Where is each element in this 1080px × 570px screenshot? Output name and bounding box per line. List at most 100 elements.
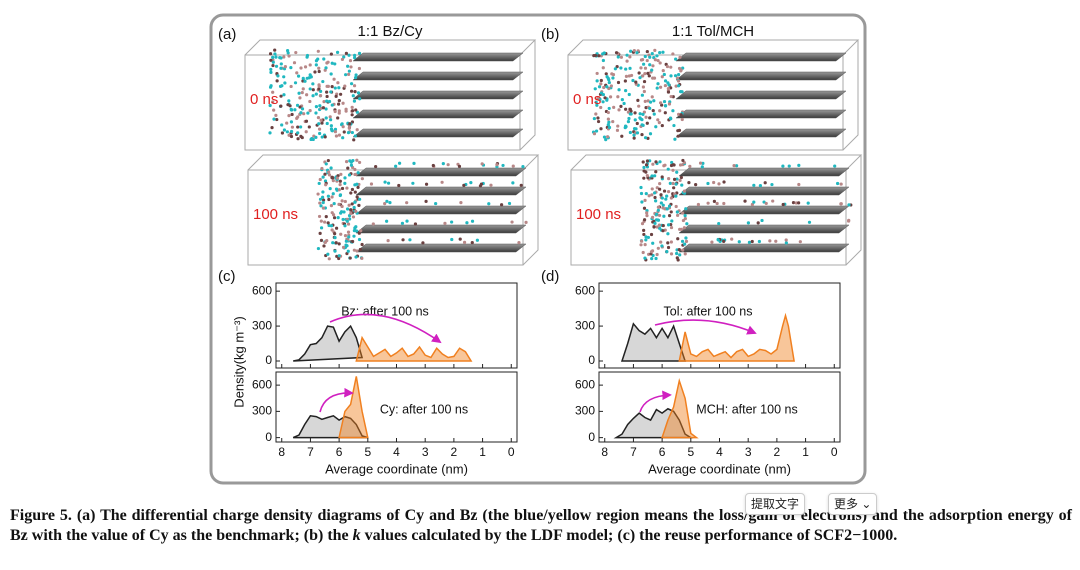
molecule-atom xyxy=(352,138,356,142)
molecule-atom xyxy=(279,62,283,66)
extract-text-button[interactable]: 提取文字 xyxy=(745,493,806,515)
molecule-atom xyxy=(675,210,679,214)
molecule-atom xyxy=(424,182,429,186)
molecule-atom xyxy=(332,77,336,81)
molecule-atom xyxy=(674,182,678,186)
molecule-atom xyxy=(342,130,346,134)
density-curve xyxy=(338,376,369,439)
x-axis-label: Average coordinate (nm) xyxy=(648,461,791,476)
molecule-atom xyxy=(458,237,462,241)
molecule-atom xyxy=(764,201,768,206)
y-tick-label: 300 xyxy=(252,318,272,332)
molecule-atom xyxy=(326,252,330,256)
x-tick-label: 6 xyxy=(659,445,666,459)
molecule-atom xyxy=(318,131,322,136)
x-tick-label: 5 xyxy=(687,445,694,459)
more-button[interactable]: 更多 ⌄ xyxy=(828,493,878,515)
molecule-atom xyxy=(734,164,739,168)
molecule-atom xyxy=(645,159,650,163)
molecule-atom xyxy=(317,127,322,131)
panel-label: (a) xyxy=(218,26,236,43)
molecule-atom xyxy=(701,161,705,166)
density-curve xyxy=(355,335,473,362)
molecule-atom xyxy=(345,207,350,211)
x-tick-label: 7 xyxy=(630,445,637,459)
molecule-atom xyxy=(635,121,639,126)
molecule-atom xyxy=(684,207,688,211)
molecule-atom xyxy=(334,94,338,98)
molecule-atom xyxy=(356,171,360,175)
molecule-atom xyxy=(747,240,752,244)
molecule-atom xyxy=(645,58,649,63)
panel-label: (b) xyxy=(541,26,559,43)
molecule-atom xyxy=(298,96,302,100)
molecule-atom xyxy=(336,216,340,220)
molecule-atom xyxy=(679,113,683,117)
molecule-atom xyxy=(334,226,339,230)
molecule-atom xyxy=(349,160,353,164)
molecule-atom xyxy=(601,92,605,97)
molecule-atom xyxy=(306,111,310,115)
molecule-atom xyxy=(771,199,775,203)
y-tick-label: 600 xyxy=(575,377,595,391)
molecule-atom xyxy=(619,104,623,108)
molecule-atom xyxy=(676,258,680,262)
molecule-atom xyxy=(301,76,305,80)
molecule-atom xyxy=(684,239,689,243)
md-snapshot: 0 ns xyxy=(244,39,537,151)
molecule-atom xyxy=(346,222,351,226)
molecule-atom xyxy=(341,125,345,129)
molecule-atom xyxy=(332,201,336,206)
molecule-atom xyxy=(605,98,609,102)
molecule-atom xyxy=(338,183,342,187)
molecule-atom xyxy=(337,188,341,192)
molecule-atom xyxy=(655,86,659,90)
x-tick-label: 0 xyxy=(508,445,515,459)
molecule-atom xyxy=(712,199,716,204)
molecule-atom xyxy=(329,90,333,94)
molecule-atom xyxy=(337,109,341,113)
molecule-atom xyxy=(275,79,279,83)
molecule-atom xyxy=(641,74,645,78)
molecule-atom xyxy=(667,83,671,87)
molecule-atom xyxy=(666,223,671,227)
molecule-atom xyxy=(343,181,347,185)
molecule-atom xyxy=(355,195,359,199)
molecule-atom xyxy=(434,201,438,206)
molecule-atom xyxy=(386,239,390,243)
molecule-atom xyxy=(644,238,648,242)
molecule-atom xyxy=(643,136,648,140)
molecule-atom xyxy=(411,181,415,185)
molecule-atom xyxy=(638,116,642,120)
molecule-atom xyxy=(324,116,328,120)
molecule-atom xyxy=(325,121,329,126)
molecule-atom xyxy=(354,255,358,259)
molecule-atom xyxy=(602,135,607,139)
molecule-atom xyxy=(346,131,351,135)
molecule-atom xyxy=(650,193,654,197)
molecule-atom xyxy=(341,217,345,222)
molecule-atom xyxy=(297,91,301,95)
molecule-atom xyxy=(648,100,653,104)
molecule-atom xyxy=(597,85,602,89)
molecule-atom xyxy=(597,54,601,58)
molecule-atom xyxy=(620,98,624,102)
molecule-atom xyxy=(300,107,305,111)
molecule-atom xyxy=(798,240,802,244)
molecule-atom xyxy=(662,72,666,77)
molecule-atom xyxy=(350,202,354,206)
molecule-atom xyxy=(847,219,851,223)
molecule-atom xyxy=(271,63,275,68)
molecule-atom xyxy=(357,160,362,165)
molecule-atom xyxy=(352,234,356,238)
molecule-atom xyxy=(287,133,291,137)
molecule-atom xyxy=(616,95,620,99)
molecule-atom xyxy=(650,187,654,191)
y-tick-label: 600 xyxy=(575,283,595,297)
molecule-atom xyxy=(355,158,359,162)
molecule-atom xyxy=(592,132,597,136)
molecule-atom xyxy=(797,163,801,167)
molecule-atom xyxy=(633,118,637,122)
molecule-atom xyxy=(385,199,389,203)
graphene-sheet xyxy=(352,71,524,81)
